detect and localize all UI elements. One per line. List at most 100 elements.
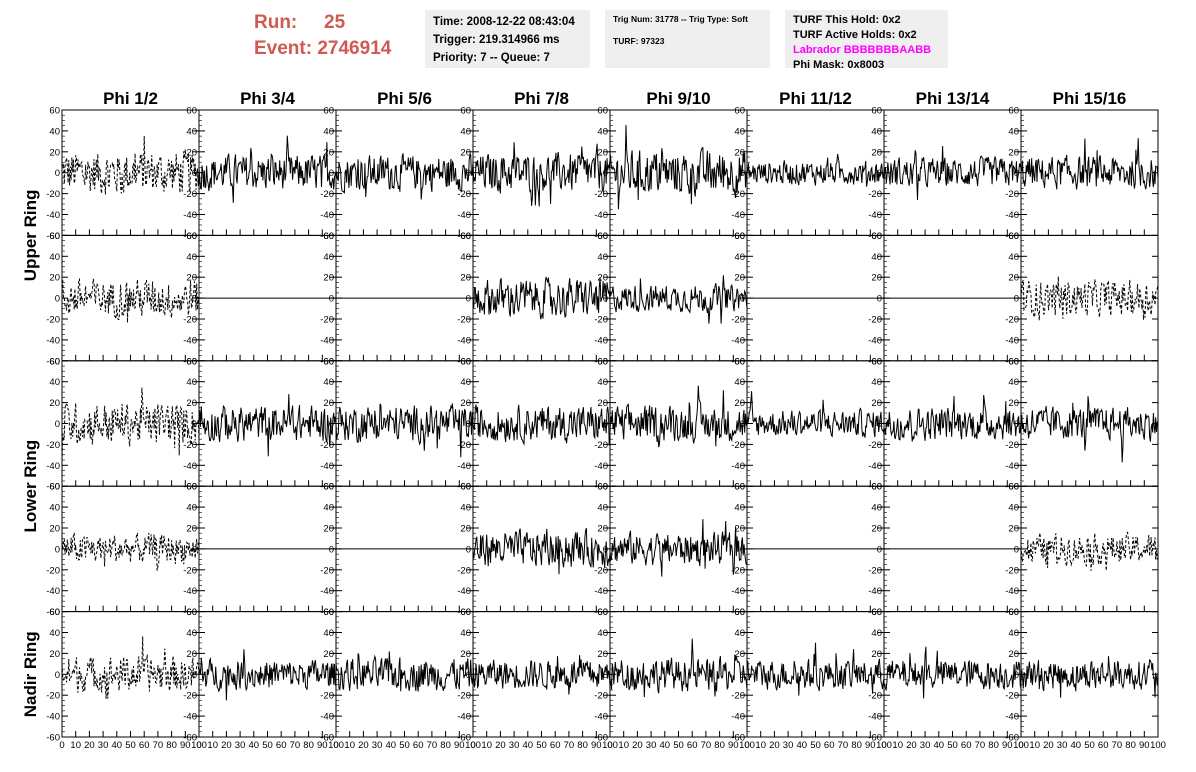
y-tick-label: 0 [466, 419, 471, 430]
y-tick-label: -40 [731, 335, 745, 346]
x-tick-label: 40 [523, 740, 534, 751]
y-tick-label: 0 [55, 419, 60, 430]
y-tick-label: -40 [594, 712, 608, 723]
row-label: Nadir Ring [21, 631, 40, 717]
column-title: Phi 11/12 [779, 89, 852, 108]
y-tick-label: 20 [597, 398, 608, 409]
y-tick-label: 40 [1008, 628, 1019, 639]
x-tick-label: 30 [920, 740, 931, 751]
x-tick-label: 30 [509, 740, 520, 751]
y-tick-label: 40 [460, 503, 471, 514]
y-tick-label: 60 [323, 356, 334, 367]
waveform-trace [1020, 656, 1159, 698]
y-tick-label: -40 [46, 586, 60, 597]
event-value: 2746914 [317, 38, 392, 59]
y-tick-label: -40 [868, 712, 882, 723]
waveform-cell: 60 40 20 0 -20 -40 -60 [868, 106, 1022, 242]
y-tick-label: 0 [740, 419, 745, 430]
trigger-info-box: Trig Num: 31778 -- Trig Type: Soft TURF:… [605, 10, 770, 68]
waveform-trace [883, 145, 1022, 201]
y-tick-label: 20 [597, 524, 608, 535]
x-tick-label: 20 [632, 740, 643, 751]
y-tick-label: 40 [734, 503, 745, 514]
y-tick-label: 0 [877, 544, 882, 555]
y-tick-label: -40 [183, 586, 197, 597]
x-tick-label: 30 [372, 740, 383, 751]
y-tick-label: -60 [1005, 482, 1019, 493]
y-tick-label: 60 [49, 106, 60, 117]
y-tick-label: -60 [457, 733, 471, 744]
turf-hold-line: TURF This Hold: 0x2 [793, 14, 901, 26]
y-tick-label: 60 [186, 607, 197, 618]
cell-frame [746, 360, 885, 487]
y-tick-label: 0 [740, 670, 745, 681]
run-value: 25 [324, 12, 346, 33]
y-tick-label: 40 [186, 126, 197, 137]
cell-frame [746, 109, 885, 236]
waveform-cell: 60 40 20 0 -20 -40 -60 [183, 356, 337, 493]
waveform-cell: 60 40 20 0 -20 -40 -60 [868, 231, 1022, 367]
x-tick-label: 80 [851, 740, 862, 751]
waveform-cell: 60 40 20 0 -20 -40 -60 [46, 106, 200, 242]
y-tick-label: -20 [46, 315, 60, 326]
x-tick-label: 0 [1018, 740, 1023, 751]
y-tick-label: -40 [457, 712, 471, 723]
x-tick-label: 50 [810, 740, 821, 751]
y-tick-label: -60 [731, 231, 745, 242]
y-tick-label: 20 [460, 649, 471, 660]
waveform-cell: 60 40 20 0 -20 -40 -60 [594, 231, 748, 367]
x-tick-label: 10 [892, 740, 903, 751]
waveform-trace [609, 275, 748, 324]
y-tick-label: -60 [320, 231, 334, 242]
y-tick-label: -60 [868, 733, 882, 744]
y-tick-label: -40 [731, 586, 745, 597]
waveform-trace [61, 135, 200, 195]
y-tick-label: 20 [186, 524, 197, 535]
y-tick-label: 60 [871, 106, 882, 117]
y-tick-label: -20 [594, 440, 608, 451]
x-tick-label: 30 [646, 740, 657, 751]
y-tick-label: 40 [871, 252, 882, 263]
waveform-cell: 60 40 20 0 -20 -40 -60 [731, 482, 885, 618]
y-tick-label: -60 [1005, 607, 1019, 618]
y-tick-label: 20 [1008, 273, 1019, 284]
x-tick-label: 40 [249, 740, 260, 751]
waveform-trace [472, 527, 611, 575]
y-tick-label: -40 [320, 210, 334, 221]
waveform-trace [883, 394, 1022, 442]
y-tick-label: 0 [192, 419, 197, 430]
y-tick-label: 60 [460, 356, 471, 367]
waveform-trace [335, 152, 474, 200]
y-tick-label: -60 [1005, 733, 1019, 744]
y-tick-label: -60 [594, 482, 608, 493]
time-line: Time: 2008-12-22 08:43:04 [433, 16, 575, 28]
x-tick-label: 40 [797, 740, 808, 751]
y-tick-label: -40 [594, 586, 608, 597]
x-tick-label: 100 [328, 740, 344, 751]
y-tick-label: -20 [46, 565, 60, 576]
x-tick-label: 20 [1043, 740, 1054, 751]
y-tick-label: 0 [1014, 544, 1019, 555]
y-tick-label: 60 [734, 231, 745, 242]
y-tick-label: -20 [731, 189, 745, 200]
waveform-cell: 60 40 20 0 -20 -40 -60 [320, 356, 474, 493]
y-tick-label: 20 [597, 649, 608, 660]
y-tick-label: 40 [186, 628, 197, 639]
y-tick-label: 0 [466, 294, 471, 305]
waveform-cell: 60 40 20 0 -20 -40 -60 [594, 356, 748, 493]
x-tick-label: 60 [687, 740, 698, 751]
y-tick-label: 0 [192, 168, 197, 179]
waveform-trace [746, 391, 885, 438]
waveform-trace [1020, 396, 1159, 463]
waveform-trace [61, 278, 200, 323]
x-tick-label: 70 [290, 740, 301, 751]
y-tick-label: 60 [871, 356, 882, 367]
y-tick-label: 20 [186, 649, 197, 660]
y-tick-label: 20 [186, 273, 197, 284]
x-tick-label: 70 [427, 740, 438, 751]
x-tick-label: 70 [153, 740, 164, 751]
x-tick-label: 10 [618, 740, 629, 751]
y-tick-label: -40 [594, 335, 608, 346]
waveform-trace [198, 135, 337, 203]
y-tick-label: -60 [183, 607, 197, 618]
